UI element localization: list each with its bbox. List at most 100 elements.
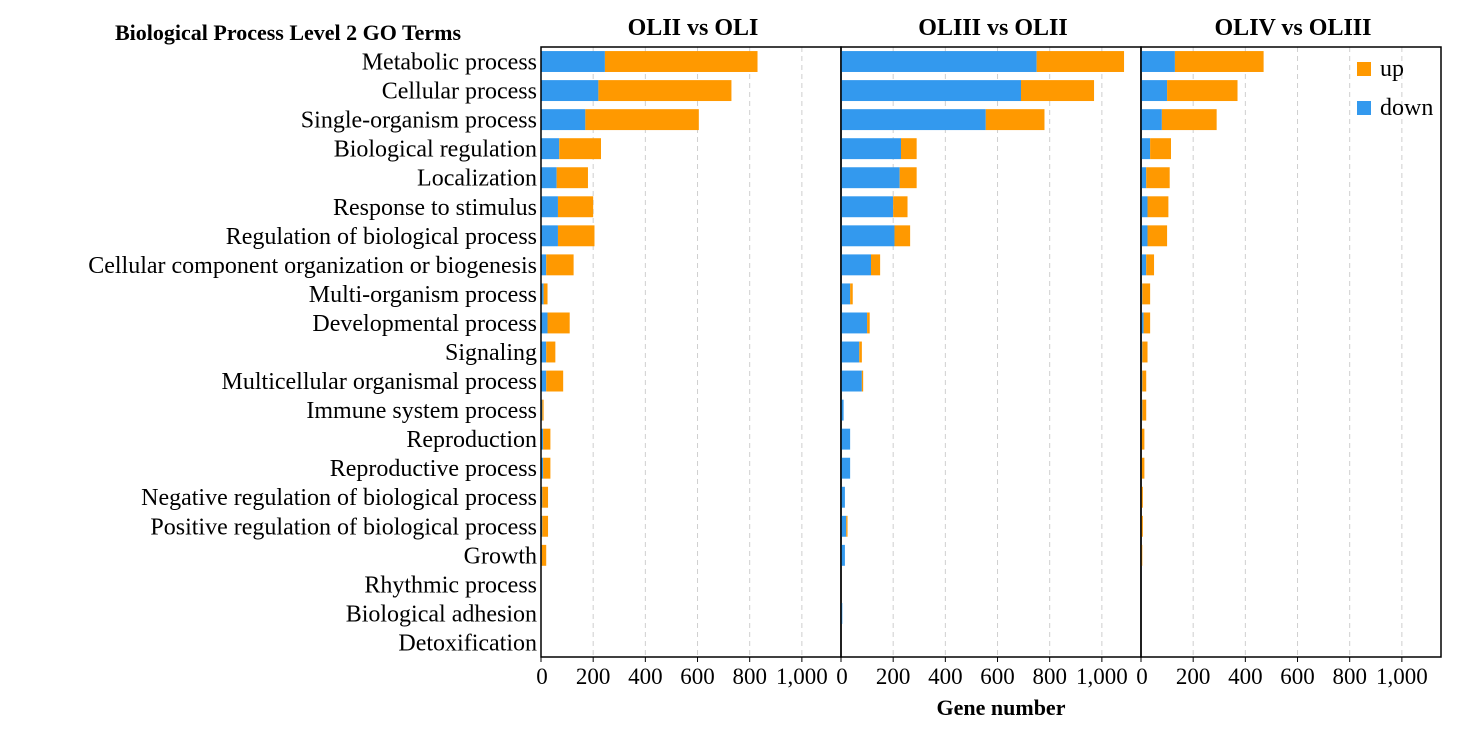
bar-down (841, 370, 862, 392)
bar-up (1142, 341, 1148, 363)
bar-down (841, 283, 851, 305)
x-tick-label: 0 (1136, 664, 1148, 689)
x-tick-label: 200 (876, 664, 911, 689)
x-tick-label: 800 (732, 664, 767, 689)
x-tick-label: 1,000 (1076, 664, 1128, 689)
bar-down (1141, 80, 1168, 102)
bar-down (841, 457, 851, 479)
x-tick-label: 600 (1280, 664, 1315, 689)
x-tick-label: 400 (1228, 664, 1263, 689)
panel-title: OLIV vs OLIII (1215, 15, 1372, 41)
bar-down (841, 341, 860, 363)
panel-frame (1140, 46, 1442, 658)
bar-up (541, 544, 547, 566)
bar-up (557, 225, 595, 247)
bar-up (557, 196, 594, 218)
category-label: Biological regulation (334, 137, 537, 163)
bar-down (1141, 109, 1162, 131)
bar-down (841, 225, 895, 247)
bar-up (604, 51, 758, 72)
bar-down (541, 167, 557, 189)
bar-down (841, 167, 900, 189)
category-label: Rhythmic process (364, 572, 537, 598)
bar-up (546, 254, 574, 276)
x-tick-label: 400 (628, 664, 663, 689)
bar-down (1141, 167, 1147, 189)
bar-up (871, 254, 881, 276)
bar-up (894, 225, 911, 247)
legend: up down (1357, 56, 1433, 121)
category-label: Cellular component organization or bioge… (88, 253, 537, 279)
category-label: Metabolic process (362, 50, 537, 76)
category-label: Growth (464, 543, 537, 569)
category-label: Positive regulation of biological proces… (150, 514, 537, 540)
bar-down (841, 312, 868, 334)
bar-up (1141, 515, 1143, 537)
bar-up (1141, 544, 1143, 566)
bar-up (1141, 428, 1145, 450)
panel-title: OLII vs OLI (628, 15, 759, 41)
panel: OLIII vs OLII 0 200 400 600 800 1,000 (836, 15, 1142, 689)
bar-up (542, 486, 549, 508)
bar-down (841, 515, 847, 537)
bar-up (861, 370, 864, 392)
bar-down (841, 486, 845, 508)
category-label: Reproductive process (330, 456, 537, 482)
bar-up (543, 283, 548, 305)
bar-up (1142, 283, 1151, 305)
bar-up (850, 283, 853, 305)
category-label: Multi-organism process (309, 282, 537, 308)
bar-down (841, 80, 1021, 102)
bar-down (541, 341, 547, 363)
bar-up (598, 80, 732, 102)
bar-up (585, 109, 699, 131)
x-tick-label: 200 (1176, 664, 1211, 689)
bar-up (559, 138, 601, 160)
bar-up (546, 370, 564, 392)
bar-up (985, 109, 1045, 131)
category-label: Signaling (445, 340, 537, 366)
header-title: Biological Process Level 2 GO Terms (115, 20, 461, 45)
bar-up (556, 167, 588, 189)
bar-down (841, 109, 986, 131)
bar-up (867, 312, 870, 334)
bar-down (841, 544, 845, 566)
bar-down (841, 196, 894, 218)
bar-up (1174, 51, 1264, 72)
x-tick-label: 200 (576, 664, 611, 689)
bar-up (546, 341, 556, 363)
bar-up (1142, 370, 1147, 392)
bar-down (841, 254, 871, 276)
category-label: Detoxification (398, 630, 537, 656)
x-tick-label: 1,000 (776, 664, 828, 689)
bar-down (541, 51, 605, 72)
bar-down (541, 196, 558, 218)
bar-up (899, 167, 917, 189)
bar-up (547, 312, 570, 334)
bar-down (1141, 51, 1175, 72)
bar-up (542, 515, 549, 537)
bar-up (1141, 486, 1143, 508)
bar-up (1147, 196, 1169, 218)
x-tick-label: 1,000 (1376, 664, 1428, 689)
bar-up (1141, 457, 1145, 479)
bar-down (541, 283, 544, 305)
bar-down (1141, 312, 1144, 334)
bar-down (841, 399, 844, 421)
panel: OLIV vs OLIII 0 200 400 600 800 1,000 (1136, 15, 1442, 689)
category-label: Response to stimulus (333, 195, 537, 221)
x-tick-label: 0 (536, 664, 548, 689)
category-label: Negative regulation of biological proces… (141, 485, 537, 511)
bar-down (541, 428, 544, 450)
bar-up (1146, 254, 1155, 276)
category-label: Immune system process (306, 398, 537, 424)
category-label: Developmental process (312, 311, 537, 337)
bar-up (1142, 399, 1147, 421)
x-tick-label: 600 (980, 664, 1015, 689)
bar-down (541, 138, 560, 160)
bar-up (543, 428, 551, 450)
bar-down (541, 312, 548, 334)
category-label: Localization (417, 166, 537, 192)
